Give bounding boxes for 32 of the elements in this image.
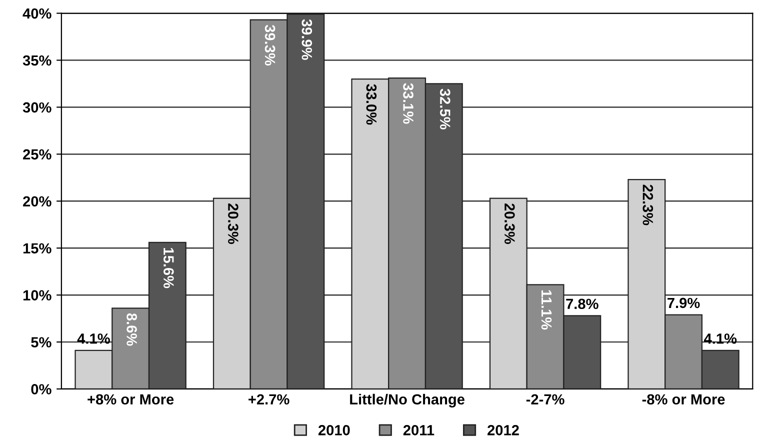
data-label: 20.3% (504, 203, 515, 244)
data-label: 11.1% (541, 290, 552, 330)
legend-label: 2011 (403, 425, 434, 436)
data-label: 33.0% (366, 84, 377, 125)
y-tick-label: 30% (22, 102, 52, 113)
x-tick-label: +8% or More (88, 394, 174, 405)
legend-label: 2010 (318, 425, 350, 436)
data-label: 39.9% (302, 19, 312, 60)
data-label: 7.9% (668, 298, 700, 308)
data-label: 7.8% (566, 298, 598, 310)
y-tick-label: 20% (23, 196, 52, 207)
y-tick-label: 0% (31, 384, 52, 394)
x-tick-label: +2.7% (248, 394, 290, 405)
data-label: 4.1% (704, 334, 737, 344)
y-tick-label: 40% (22, 8, 52, 19)
y-tick-label: 10% (23, 290, 52, 300)
data-label: 20.3% (228, 203, 238, 244)
data-label: 8.6% (126, 313, 137, 346)
data-label: 22.3% (642, 184, 654, 226)
data-label: 4.1% (77, 334, 110, 344)
data-label: 33.1% (403, 83, 414, 124)
data-label: 39.3% (264, 24, 276, 66)
legend-label: 2012 (488, 425, 519, 436)
x-tick-label: -8% or More (642, 394, 725, 405)
y-tick-label: 25% (23, 149, 52, 160)
x-tick-label: -2-7% (526, 394, 564, 405)
data-label: 32.5% (440, 88, 450, 130)
y-tick-label: 35% (22, 55, 52, 66)
x-tick-label: Little/No Change (350, 394, 464, 408)
y-tick-label: 5% (31, 337, 52, 348)
y-tick-label: 15% (23, 243, 52, 254)
data-label: 15.6% (164, 248, 174, 288)
